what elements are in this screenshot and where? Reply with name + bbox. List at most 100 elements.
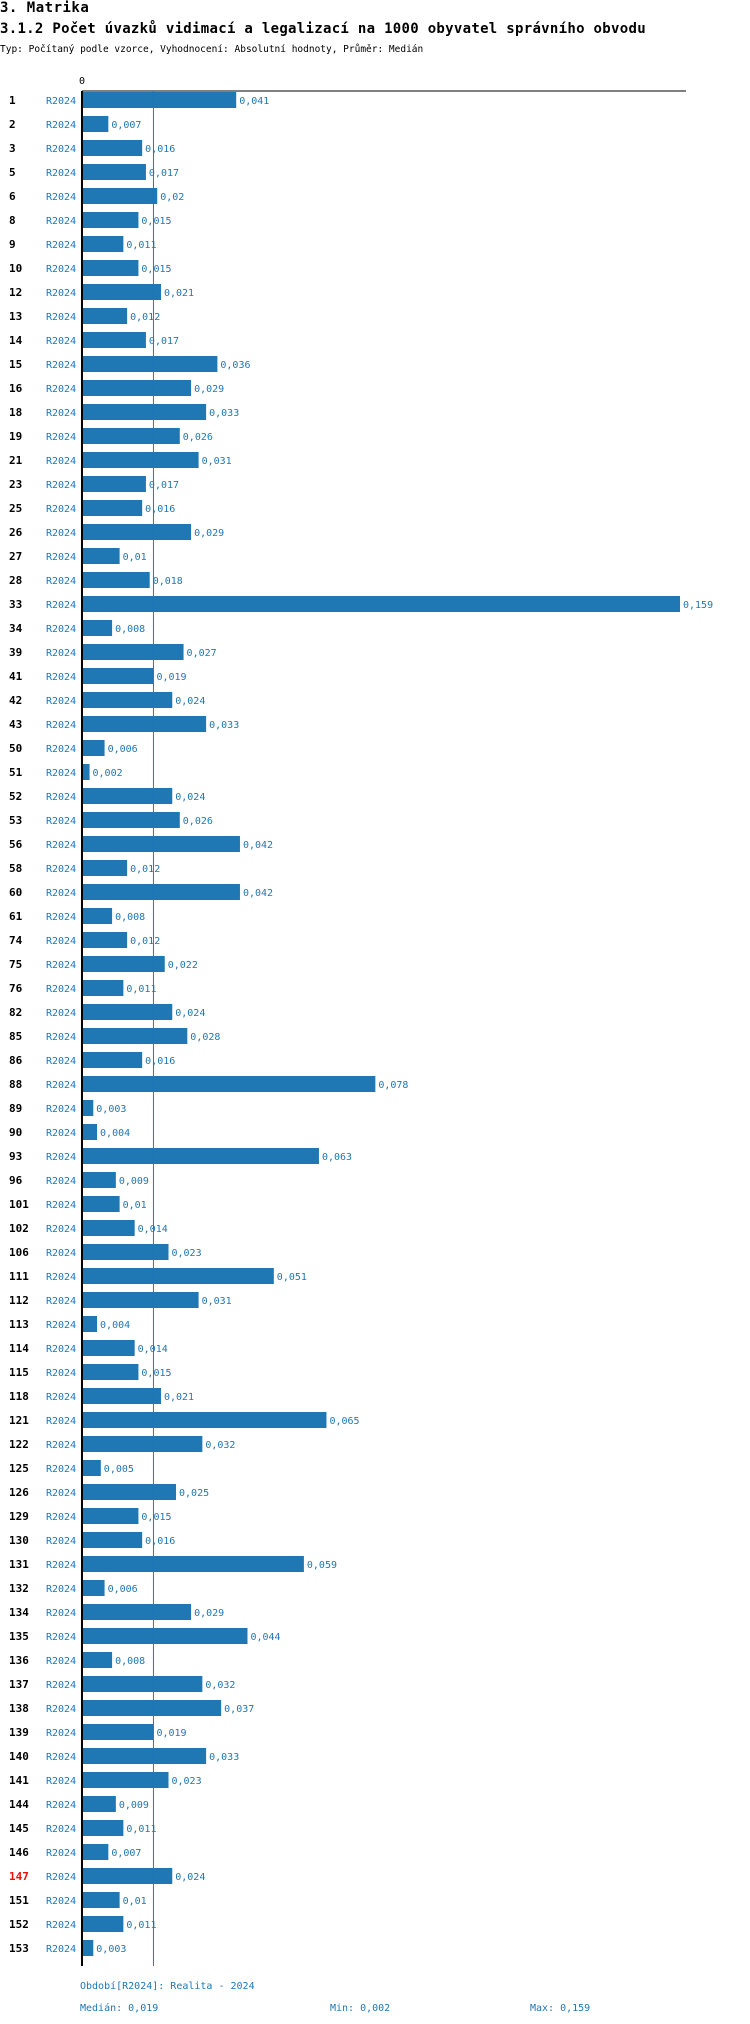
row-label: 12 xyxy=(9,286,22,299)
series-label: R2024 xyxy=(46,1032,76,1043)
chart-subtitle: Typ: Počítaný podle vzorce, Vyhodnocení:… xyxy=(0,44,424,55)
row-label: 86 xyxy=(9,1054,23,1067)
bar-value-label: 0,002 xyxy=(93,768,123,779)
series-label: R2024 xyxy=(46,1296,76,1307)
bar xyxy=(82,1940,94,1956)
bar-value-label: 0,02 xyxy=(160,192,184,203)
bar-value-label: 0,026 xyxy=(183,816,213,827)
row-label: 9 xyxy=(9,238,16,251)
row-label: 89 xyxy=(9,1102,22,1115)
series-label: R2024 xyxy=(46,1800,76,1811)
footer-period: Období[R2024]: Realita - 2024 xyxy=(80,1981,255,1992)
bar xyxy=(82,548,120,564)
series-label: R2024 xyxy=(46,192,76,203)
row-label: 106 xyxy=(9,1246,29,1259)
row-label: 5 xyxy=(9,166,16,179)
bar xyxy=(82,932,128,948)
bar xyxy=(82,788,173,804)
bar-value-label: 0,011 xyxy=(126,1824,156,1835)
bar-value-label: 0,037 xyxy=(224,1704,254,1715)
bar xyxy=(82,668,154,684)
series-label: R2024 xyxy=(46,1152,76,1163)
row-label: 52 xyxy=(9,790,22,803)
bar xyxy=(82,116,109,132)
bar xyxy=(82,380,192,396)
series-label: R2024 xyxy=(46,1080,76,1091)
bar xyxy=(82,1436,203,1452)
series-label: R2024 xyxy=(46,1176,76,1187)
bar-value-label: 0,029 xyxy=(194,1608,224,1619)
row-label: 16 xyxy=(9,382,23,395)
row-label: 131 xyxy=(9,1558,29,1571)
row-label: 85 xyxy=(9,1030,22,1043)
row-label: 118 xyxy=(9,1390,29,1403)
bar-value-label: 0,008 xyxy=(115,624,145,635)
bar-value-label: 0,065 xyxy=(329,1416,359,1427)
series-label: R2024 xyxy=(46,1608,76,1619)
bar xyxy=(82,1868,173,1884)
series-label: R2024 xyxy=(46,936,76,947)
bar-value-label: 0,042 xyxy=(243,888,273,899)
bar xyxy=(82,1220,135,1236)
series-label: R2024 xyxy=(46,984,76,995)
series-label: R2024 xyxy=(46,864,76,875)
bar-value-label: 0,01 xyxy=(123,552,147,563)
series-label: R2024 xyxy=(46,1536,76,1547)
row-label: 111 xyxy=(9,1270,29,1283)
bar xyxy=(82,1004,173,1020)
row-label: 56 xyxy=(9,838,23,851)
series-label: R2024 xyxy=(46,1560,76,1571)
bar xyxy=(82,1748,207,1764)
bar xyxy=(82,1124,98,1140)
row-label: 27 xyxy=(9,550,22,563)
series-label: R2024 xyxy=(46,1920,76,1931)
bar xyxy=(82,1916,124,1932)
row-label: 13 xyxy=(9,310,22,323)
bar xyxy=(82,860,128,876)
footer-max: Max: 0,159 xyxy=(530,2003,591,2014)
row-label: 76 xyxy=(9,982,23,995)
series-label: R2024 xyxy=(46,288,76,299)
bar xyxy=(82,1484,177,1500)
bar-value-label: 0,016 xyxy=(145,504,175,515)
bar xyxy=(82,1196,120,1212)
bar-value-label: 0,015 xyxy=(141,1512,171,1523)
bar xyxy=(82,1772,169,1788)
series-label: R2024 xyxy=(46,216,76,227)
bar-value-label: 0,021 xyxy=(164,288,194,299)
footer-min: Min: 0,002 xyxy=(330,2003,391,2014)
bar-value-label: 0,009 xyxy=(119,1800,149,1811)
series-label: R2024 xyxy=(46,96,76,107)
row-label: 146 xyxy=(9,1846,29,1859)
bar-value-label: 0,051 xyxy=(277,1272,307,1283)
row-label: 18 xyxy=(9,406,22,419)
series-label: R2024 xyxy=(46,456,76,467)
row-label: 140 xyxy=(9,1750,29,1763)
row-label: 101 xyxy=(9,1198,29,1211)
row-label: 121 xyxy=(9,1414,29,1427)
row-label: 137 xyxy=(9,1678,29,1691)
bar-value-label: 0,041 xyxy=(239,96,269,107)
row-label: 129 xyxy=(9,1510,29,1523)
bar-value-label: 0,029 xyxy=(194,384,224,395)
bar-value-label: 0,017 xyxy=(149,480,179,491)
row-label: 21 xyxy=(9,454,23,467)
bar xyxy=(82,956,165,972)
row-label: 130 xyxy=(9,1534,29,1547)
bar xyxy=(82,164,146,180)
row-label: 34 xyxy=(9,622,23,635)
bar-value-label: 0,007 xyxy=(111,120,141,131)
bar-value-label: 0,025 xyxy=(179,1488,209,1499)
row-label: 102 xyxy=(9,1222,29,1235)
row-label: 125 xyxy=(9,1462,29,1475)
bar xyxy=(82,476,146,492)
series-label: R2024 xyxy=(46,312,76,323)
bar xyxy=(82,1148,319,1164)
bar xyxy=(82,140,143,156)
bar xyxy=(82,716,207,732)
bar xyxy=(82,1028,188,1044)
series-label: R2024 xyxy=(46,1200,76,1211)
row-label: 1 xyxy=(9,94,16,107)
bar xyxy=(82,1268,274,1284)
series-label: R2024 xyxy=(46,696,76,707)
